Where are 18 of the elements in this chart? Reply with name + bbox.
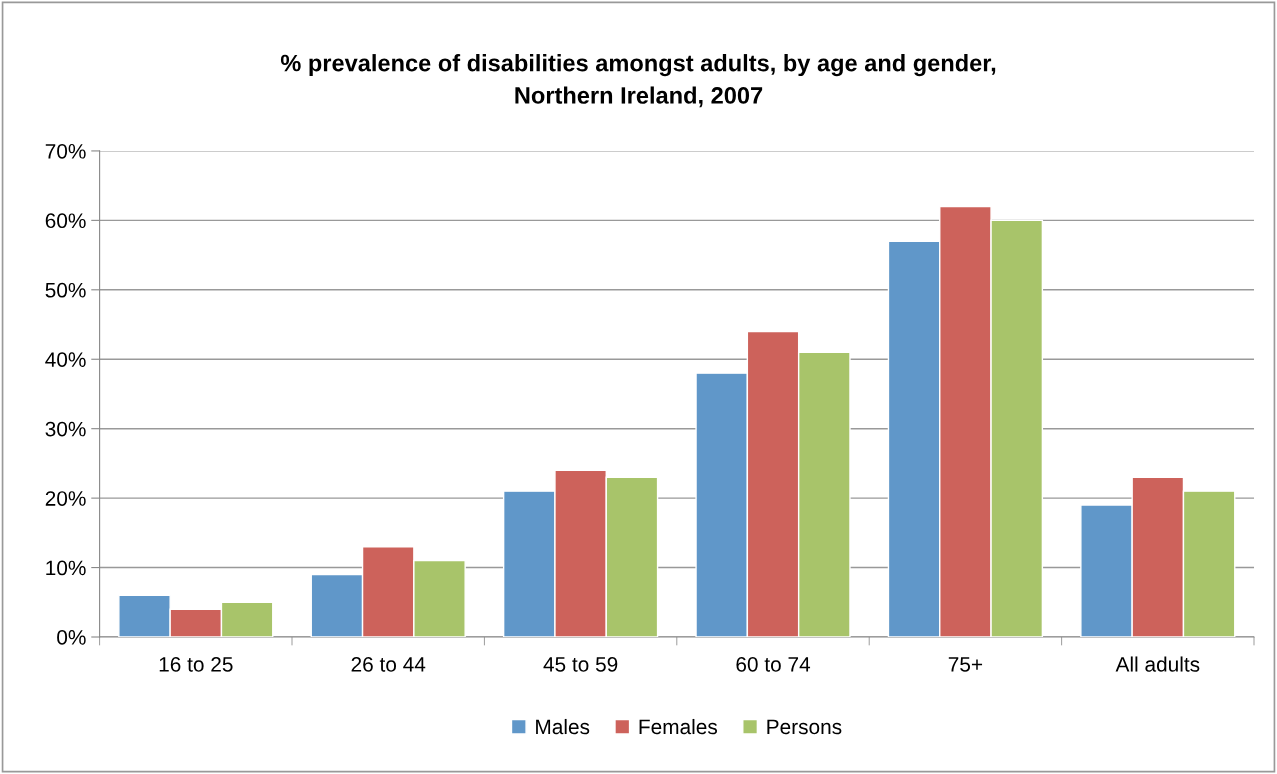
x-tick-label: 16 to 25 [159, 657, 233, 672]
y-tick-label: 20% [45, 491, 86, 506]
legend-label: Males [536, 718, 590, 735]
x-tick-label: 45 to 59 [543, 657, 618, 672]
legend-label: Females [639, 718, 718, 735]
y-tick-label: 70% [45, 143, 86, 159]
x-tick-label: All adults [1115, 656, 1200, 672]
x-tick-label: 60 to 74 [736, 657, 811, 672]
x-tick-label: 75+ [948, 657, 983, 672]
y-tick-label: 50% [45, 282, 86, 298]
y-tick-label: 40% [45, 352, 86, 367]
legend-label: Persons [767, 719, 842, 735]
chart-title: % prevalence of disabilities amongst adults, by age and gender, Northern Ireland, 2007 [280, 54, 996, 108]
y-tick-label: 60% [45, 213, 86, 229]
y-tick-label: 0% [57, 630, 86, 645]
y-tick-label: 30% [45, 421, 86, 437]
y-tick-label: 10% [46, 560, 86, 576]
x-tick-label: 26 to 44 [351, 657, 426, 672]
